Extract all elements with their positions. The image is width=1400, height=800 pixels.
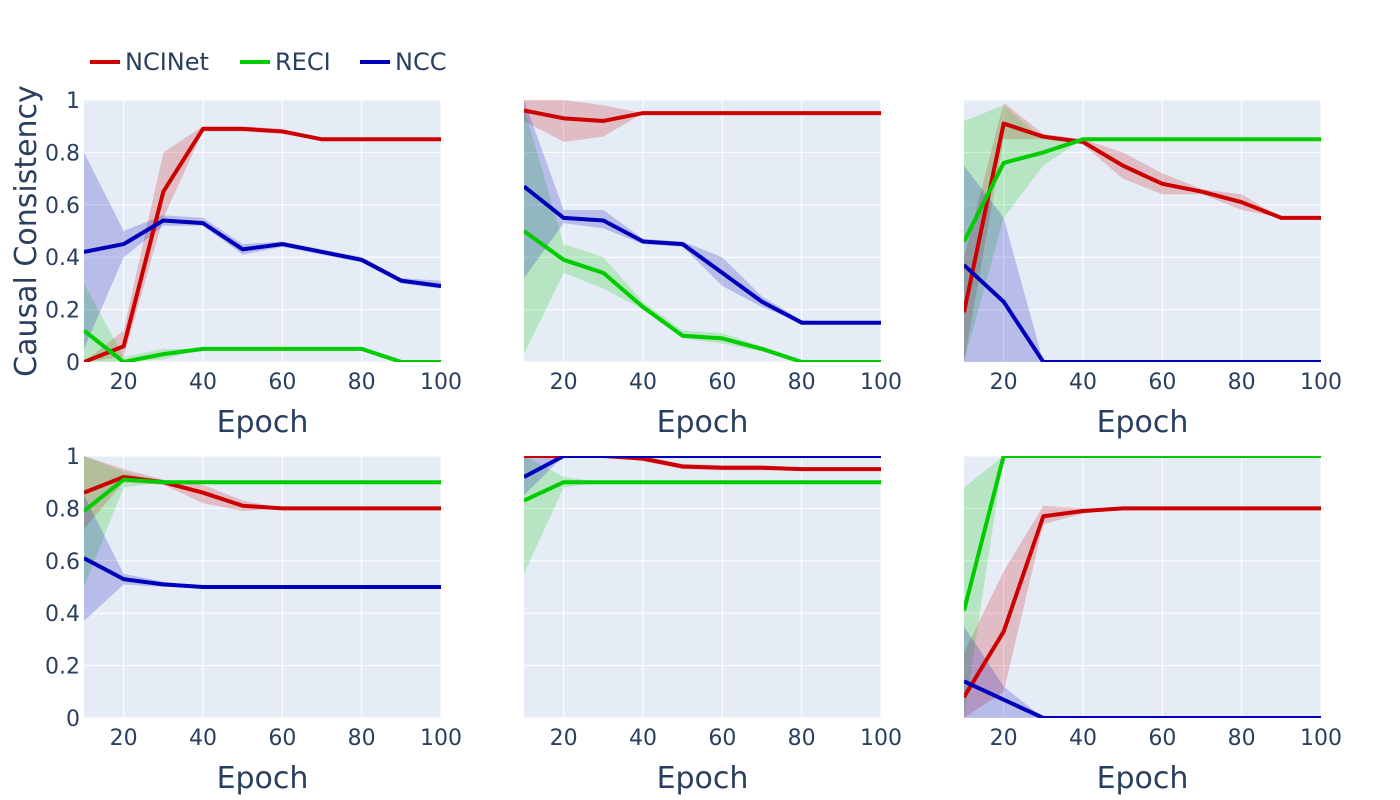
x-tick-label: 60 <box>708 370 736 395</box>
y-tick-label: 1 <box>66 445 80 470</box>
series-line-reci <box>84 477 441 513</box>
y-axis-title: Causal Consistency <box>9 85 44 377</box>
plot-area <box>524 456 881 718</box>
x-tick-label: 60 <box>268 726 296 751</box>
x-tick-label: 20 <box>110 370 138 395</box>
x-tick-label: 80 <box>1228 370 1256 395</box>
x-tick-label: 100 <box>420 726 462 751</box>
y-tick-label: 0.8 <box>45 141 80 166</box>
series-line-ncc <box>964 679 1321 718</box>
x-tick-label: 80 <box>788 370 816 395</box>
series-line-ncc <box>84 556 441 589</box>
band-ncinet <box>524 100 881 142</box>
x-axis-title: Epoch <box>217 405 309 440</box>
band-reci <box>84 283 441 362</box>
x-tick-label: 100 <box>1300 726 1342 751</box>
x-axis-title: Epoch <box>1097 761 1189 796</box>
series-line-reci <box>964 137 1321 243</box>
band-ncc <box>964 165 1321 362</box>
series-line-ncinet <box>524 108 881 123</box>
series-line-ncinet <box>964 506 1321 699</box>
x-tick-label: 40 <box>629 370 657 395</box>
x-tick-label: 20 <box>990 370 1018 395</box>
series-line-reci <box>524 229 881 362</box>
x-tick-label: 60 <box>708 726 736 751</box>
band-ncc <box>964 626 1321 718</box>
series-line-ncinet <box>84 126 441 362</box>
x-tick-label: 80 <box>348 726 376 751</box>
x-axis-title: Epoch <box>657 761 749 796</box>
band-reci <box>964 456 1321 718</box>
y-tick-label: 0.2 <box>45 655 80 680</box>
subplot-2: 20 40 60 80 100 Epoch <box>524 99 902 440</box>
series-line-ncc <box>964 263 1321 362</box>
plot-area <box>964 100 1321 362</box>
x-tick-label: 100 <box>860 726 902 751</box>
band-ncc <box>524 100 881 323</box>
y-tick-label: 0.4 <box>45 246 80 271</box>
legend-label-reci: RECI <box>275 48 331 76</box>
plot-area <box>964 456 1321 718</box>
x-tick-label: 100 <box>1300 370 1342 395</box>
x-axis-title: Epoch <box>657 405 749 440</box>
subplot-1: 20 40 60 80 100 0 0.2 0.4 0.6 0.8 1 Epoch <box>45 89 462 440</box>
y-tick-label: 0 <box>66 707 80 732</box>
band-ncc <box>84 152 441 349</box>
y-tick-label: 0.4 <box>45 602 80 627</box>
band-reci <box>964 105 1321 362</box>
x-tick-label: 60 <box>1148 370 1176 395</box>
series-line-ncinet <box>964 121 1321 313</box>
x-tick-label: 100 <box>420 370 462 395</box>
subplot-4: 20 40 60 80 100 0 0.2 0.4 0.6 0.8 1 Epoch <box>45 445 462 796</box>
x-tick-label: 20 <box>110 726 138 751</box>
x-axis-title: Epoch <box>1097 405 1189 440</box>
band-ncinet <box>964 102 1321 362</box>
x-tick-label: 40 <box>1069 370 1097 395</box>
x-tick-label: 60 <box>1148 726 1176 751</box>
x-tick-label: 20 <box>550 370 578 395</box>
series-line-ncc <box>524 184 881 325</box>
x-tick-label: 80 <box>348 370 376 395</box>
subplot-3: 20 40 60 80 100 Epoch <box>964 99 1342 440</box>
y-tick-label: 1 <box>66 89 80 114</box>
x-tick-label: 40 <box>629 726 657 751</box>
x-tick-label: 40 <box>189 726 217 751</box>
subplot-6: 20 40 60 80 100 Epoch <box>964 455 1342 796</box>
x-tick-label: 80 <box>788 726 816 751</box>
x-tick-label: 20 <box>550 726 578 751</box>
x-tick-label: 100 <box>860 370 902 395</box>
series-line-reci <box>524 480 881 503</box>
legend-label-ncc: NCC <box>395 48 446 76</box>
x-tick-label: 60 <box>268 370 296 395</box>
legend: NCINet RECI NCC <box>90 48 446 76</box>
x-tick-label: 40 <box>1069 726 1097 751</box>
y-tick-label: 0.6 <box>45 550 80 575</box>
series-line-ncinet <box>524 456 881 472</box>
x-tick-label: 20 <box>990 726 1018 751</box>
x-axis-title: Epoch <box>217 761 309 796</box>
plot-area <box>524 100 881 362</box>
y-tick-label: 0 <box>66 351 80 376</box>
band-ncinet <box>84 126 441 362</box>
series-line-reci <box>84 328 441 362</box>
y-tick-label: 0.8 <box>45 497 80 522</box>
x-tick-label: 40 <box>189 370 217 395</box>
subplot-5: 20 40 60 80 100 Epoch <box>524 455 902 796</box>
legend-label-ncinet: NCINet <box>125 48 209 76</box>
series-line-ncc <box>84 218 441 289</box>
y-tick-label: 0.2 <box>45 299 80 324</box>
x-tick-label: 80 <box>1228 726 1256 751</box>
y-tick-label: 0.6 <box>45 194 80 219</box>
